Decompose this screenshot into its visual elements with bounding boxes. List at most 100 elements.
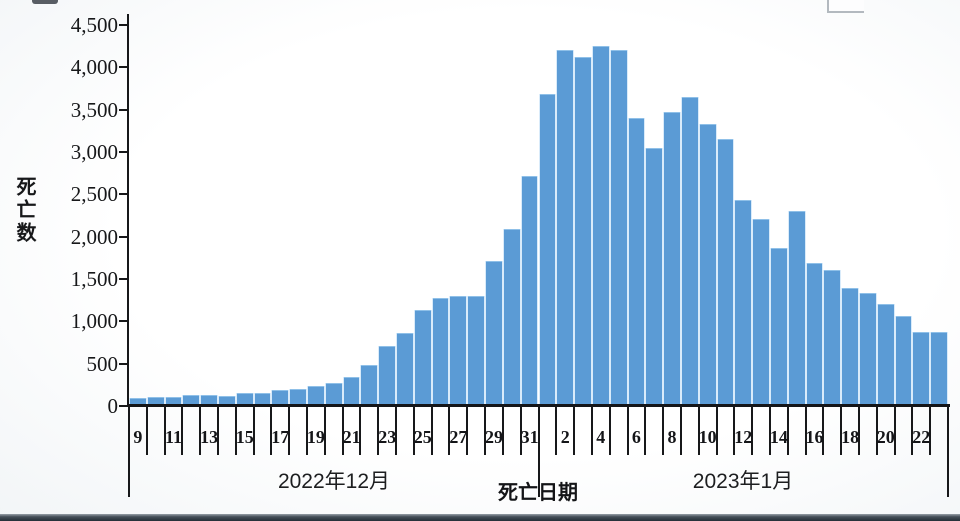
legend-box-corner (827, 0, 864, 13)
y-tick-label: 4,500 (70, 13, 118, 37)
y-tick (119, 362, 128, 365)
x-tick (145, 406, 148, 455)
y-tick-label: 1,500 (70, 267, 118, 291)
x-tick-label-day-12: 12 (734, 427, 753, 447)
x-tick (733, 406, 736, 455)
bar-day-12 (182, 395, 201, 406)
x-tick-label-day-15: 15 (235, 427, 254, 447)
group-separator (128, 406, 130, 497)
group-separator (947, 406, 949, 497)
x-tick (555, 406, 558, 455)
bar-day-17 (823, 269, 842, 406)
y-tick (119, 24, 128, 26)
x-tick (430, 406, 433, 455)
bar-day-14 (218, 395, 236, 406)
group-label-january: 2023年1月 (692, 470, 794, 493)
bar-day-21 (342, 376, 361, 406)
bar-day-14 (769, 247, 788, 406)
x-tick (395, 406, 398, 455)
bar-day-19 (307, 385, 325, 406)
bar-day-2 (556, 50, 575, 406)
bar-day-16 (805, 262, 824, 406)
x-axis-line (127, 404, 950, 407)
x-tick (857, 406, 860, 455)
x-tick (768, 406, 771, 455)
bar-day-13 (200, 395, 219, 406)
bar-day-1 (538, 93, 557, 406)
y-tick-label: 3,000 (70, 140, 118, 164)
bar-day-21 (894, 316, 913, 406)
x-tick-label-day-4: 4 (596, 427, 606, 447)
bar-day-15 (235, 393, 254, 406)
x-tick (252, 406, 255, 455)
x-tick (893, 406, 896, 455)
x-tick (323, 406, 326, 455)
x-tick-label-day-8: 8 (667, 427, 677, 447)
x-tick-label-day-10: 10 (698, 427, 717, 447)
y-tick-label: 3,500 (70, 97, 118, 122)
bar-day-26 (431, 297, 450, 406)
bar-day-9 (680, 97, 699, 406)
bar-day-18 (841, 287, 859, 406)
x-tick (412, 406, 415, 455)
y-tick-label: 2,000 (70, 224, 118, 249)
x-tick (786, 406, 789, 455)
x-tick-label-day-13: 13 (200, 427, 219, 447)
x-tick (573, 406, 576, 455)
x-tick (911, 406, 914, 455)
bar-day-11 (716, 139, 735, 406)
x-axis-title: 死亡日期 (498, 482, 578, 504)
y-tick (119, 405, 128, 407)
bar-day-8 (663, 112, 681, 406)
bar-day-20 (876, 304, 895, 406)
x-tick (590, 406, 593, 455)
bar-day-11 (164, 397, 183, 406)
bar-day-22 (912, 332, 931, 406)
bar-day-20 (324, 382, 343, 406)
bar-day-13 (752, 218, 770, 406)
x-tick-label-day-23: 23 (378, 427, 397, 447)
x-tick (306, 406, 309, 455)
y-tick (119, 66, 128, 69)
x-tick-label-day-31: 31 (520, 427, 539, 447)
plot-area (129, 25, 948, 406)
y-tick (119, 278, 128, 280)
y-tick (119, 151, 128, 153)
bar-day-28 (467, 295, 486, 406)
bottom-edge-strip (0, 514, 960, 521)
top-edge-smudge (32, 0, 58, 4)
x-tick (608, 406, 611, 455)
x-tick (217, 406, 220, 455)
x-tick (377, 406, 380, 455)
bar-day-16 (253, 392, 272, 406)
x-tick (751, 406, 754, 455)
x-tick (484, 406, 487, 455)
bar-day-23 (930, 332, 948, 406)
bar-day-7 (645, 147, 664, 406)
x-tick (359, 406, 362, 455)
x-tick (519, 406, 522, 455)
bar-day-17 (271, 390, 290, 406)
x-tick (466, 406, 469, 455)
x-tick (875, 406, 878, 455)
x-tick-label-day-21: 21 (342, 427, 361, 447)
x-tick (270, 406, 273, 455)
x-tick-label-day-29: 29 (485, 427, 503, 447)
y-axis-title: 死亡数 (13, 176, 35, 245)
bar-day-4 (591, 46, 610, 406)
x-tick (715, 406, 718, 455)
x-tick (181, 406, 184, 455)
x-tick (234, 406, 237, 455)
x-tick (288, 406, 291, 455)
x-tick (163, 406, 166, 455)
x-tick (929, 406, 932, 455)
bar-day-25 (413, 310, 432, 406)
bar-day-27 (449, 295, 468, 406)
x-tick (448, 406, 451, 455)
bar-day-3 (574, 57, 592, 406)
bar-day-10 (698, 124, 717, 406)
x-tick (199, 406, 202, 455)
x-tick (840, 406, 843, 455)
bar-day-9 (129, 398, 147, 406)
